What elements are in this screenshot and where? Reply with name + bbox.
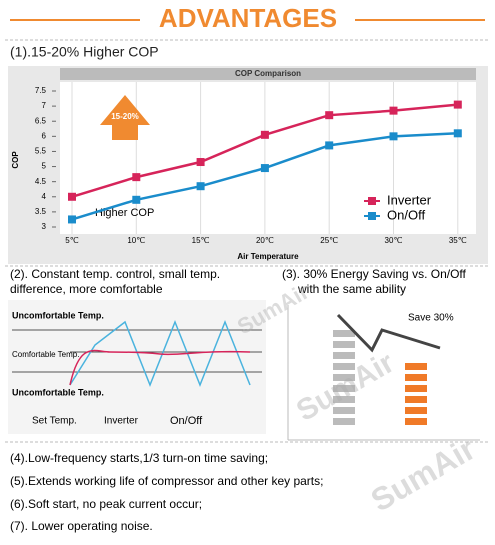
point <box>453 129 462 138</box>
bar-segment <box>405 418 427 425</box>
x-tick-label: 10℃ <box>127 236 145 245</box>
bar-segment <box>405 396 427 403</box>
point <box>132 173 141 182</box>
section-heading: (1).15-20% Higher COP <box>10 44 159 60</box>
y-tick-label: 5.5 <box>35 147 47 156</box>
bar-segment <box>333 396 355 403</box>
x-tick-label: 5℃ <box>65 236 78 245</box>
legend-label: Inverter <box>387 192 432 207</box>
chart-title: COP Comparison <box>235 69 301 78</box>
diagram-label: Uncomfortable Temp. <box>12 310 104 320</box>
legend-label: On/Off <box>387 207 425 222</box>
legend-label: Set Temp. <box>32 416 77 427</box>
section-heading: difference, more comfortable <box>10 282 163 296</box>
bar-segment <box>333 352 355 359</box>
inverter-curve <box>69 349 251 386</box>
list-item: (6).Soft start, no peak current occur; <box>10 497 202 511</box>
point <box>389 132 398 141</box>
point <box>260 164 269 173</box>
section-heading: (3). 30% Energy Saving vs. On/Off <box>282 267 467 281</box>
point <box>325 111 334 120</box>
bar-segment <box>405 407 427 414</box>
annotation: Higher COP <box>95 207 154 219</box>
bar-segment <box>333 330 355 337</box>
section-heading: (2). Constant temp. control, small temp. <box>10 267 220 281</box>
list-item: (4).Low-frequency starts,1/3 turn-on tim… <box>10 451 268 465</box>
save-arrow <box>336 313 441 353</box>
list-item: (7). Lower operating noise. <box>10 519 153 533</box>
bar-segment <box>333 363 355 370</box>
y-tick-label: 3.5 <box>35 207 47 216</box>
y-tick-label: 6 <box>42 131 47 140</box>
y-tick-label: 4 <box>42 192 47 201</box>
x-tick-label: 30℃ <box>385 236 403 245</box>
bar-segment <box>333 418 355 425</box>
bar-segment <box>405 374 427 381</box>
point <box>196 158 205 167</box>
annotation-arrow <box>100 95 150 140</box>
y-tick-label: 6.5 <box>35 116 47 125</box>
point <box>68 215 76 224</box>
point <box>453 100 462 109</box>
bar-segment <box>405 363 427 370</box>
chart: 3 3.5 4 4.5 5 5.5 6 6.5 7 7.5 5℃ 10℃ 15℃ 20℃ 25℃ 30℃ 35℃… <box>35 82 467 245</box>
x-axis-label: Air Temperature <box>237 252 299 261</box>
bar-segment <box>333 407 355 414</box>
bar-segment <box>333 341 355 348</box>
point <box>132 195 141 204</box>
section-heading: with the same ability <box>297 282 406 296</box>
legend-label: Inverter <box>104 416 139 427</box>
y-tick-label: 7.5 <box>35 86 47 95</box>
list-item: (5).Extends working life of compressor a… <box>10 474 323 488</box>
point <box>389 106 398 115</box>
bar-segment <box>405 385 427 392</box>
chart-title-bar <box>60 68 476 80</box>
y-axis-label: COP <box>11 151 20 169</box>
point <box>325 141 334 150</box>
y-tick-label: 3 <box>42 222 47 231</box>
watermark: SumAir <box>365 430 482 518</box>
bar-segment <box>333 374 355 381</box>
point <box>196 182 205 191</box>
legend-label: On/Off <box>170 415 203 427</box>
point <box>68 192 76 201</box>
y-tick-label: 4.5 <box>35 177 47 186</box>
point <box>260 130 269 139</box>
save-note: Save 30% <box>408 313 454 324</box>
annotation: 15-20% <box>111 112 139 121</box>
page-title: ADVANTAGES <box>159 3 337 33</box>
diagram-label: Uncomfortable Temp. <box>12 387 104 397</box>
diagram-label: Comfortable Temp. <box>12 350 79 359</box>
x-tick-label: 35℃ <box>449 236 467 245</box>
x-tick-label: 15℃ <box>192 236 210 245</box>
diagram-panel <box>8 300 266 434</box>
energy-bars <box>333 330 427 425</box>
bar-segment <box>333 385 355 392</box>
y-tick-label: 7 <box>42 101 47 110</box>
x-tick-label: 25℃ <box>320 236 338 245</box>
x-tick-label: 20℃ <box>256 236 274 245</box>
y-tick-label: 5 <box>42 162 47 171</box>
